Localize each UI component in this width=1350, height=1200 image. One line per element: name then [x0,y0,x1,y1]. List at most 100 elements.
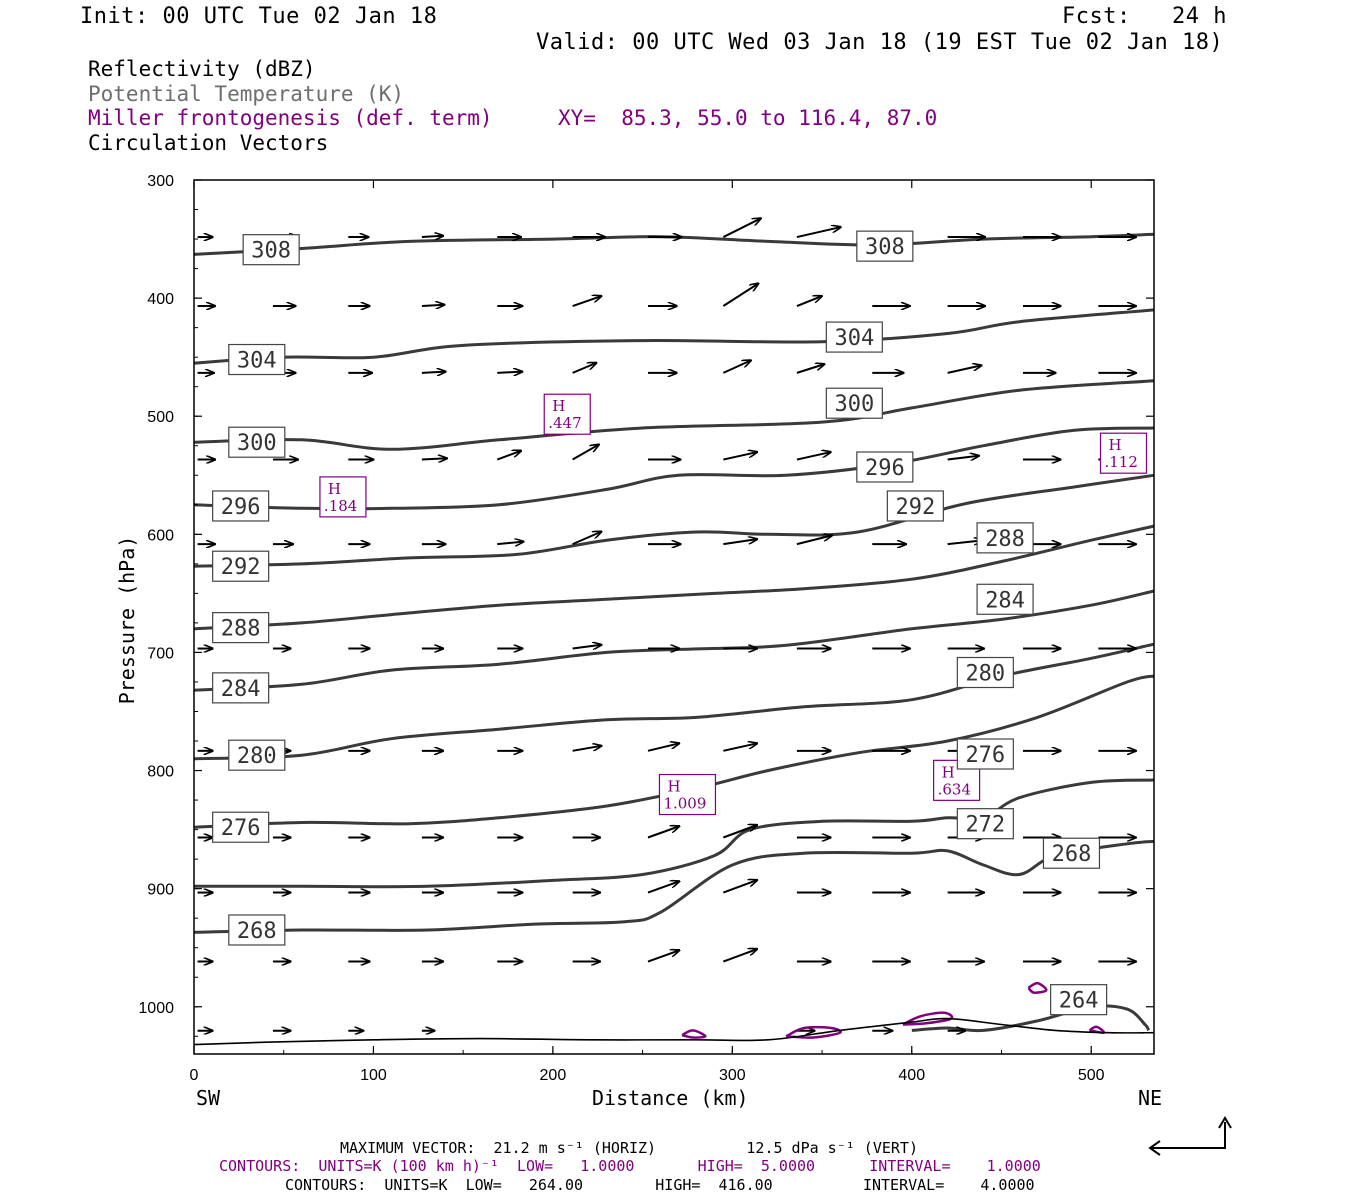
y-tick-label: 1000 [138,1000,174,1017]
contour-label-text: 264 [1059,989,1099,1014]
surface-terrain-line [193,1017,1155,1046]
circulation-vector [647,826,679,839]
x-tick-label: 300 [719,1067,746,1084]
frontogenesis-max-box [319,476,367,518]
frontogenesis-max-box [543,393,591,435]
contour-label: 304 [228,343,286,376]
contour-label-text: 284 [221,677,261,702]
contour-label: 292 [212,550,270,582]
circulation-vector [722,825,757,839]
circulation-vector [572,363,597,374]
circulation-vector [947,456,979,460]
circulation-vector [796,452,831,461]
circulation-vector [572,445,599,461]
contour-label-box [242,234,300,266]
x-tick-label: 100 [360,1067,387,1084]
contour-label-text: 296 [865,456,905,481]
contour-label-box [212,612,270,644]
frontogenesis-max-letter: H [1108,436,1121,454]
contour-label-box [228,739,286,771]
contour-label-box [976,583,1034,615]
contour-label-text: 308 [251,239,291,264]
circulation-vector [496,451,521,461]
contour-label-box [825,387,883,419]
x-axis-title: Distance (km) [592,1086,749,1110]
frontogenesis-max-letter: H [552,397,565,415]
init-time: Init: 00 UTC Tue 02 Jan 18 [80,4,438,29]
contour-label: 272 [956,808,1014,840]
theta-contour-300 [193,379,1155,451]
cross-section-coords: XY= 85.3, 55.0 to 116.4, 87.0 [558,106,938,130]
circulation-vector [572,296,602,307]
circulation-vector [722,360,751,374]
contour-label: 268 [228,914,286,946]
circulation-vector [572,532,602,546]
contour-label: 304 [825,321,883,353]
x-tick-label: 200 [540,1067,567,1084]
contour-label-text: 268 [237,919,277,944]
theta-contour-308 [193,232,1155,256]
contour-label-text: 308 [865,235,905,260]
legend-miller: Miller frontogenesis (def. term) [88,106,493,130]
contour-label: 288 [976,522,1034,554]
frontogenesis-max-label: H1.009 [658,773,717,816]
contour-label-box [228,343,286,376]
contour-label: 264 [1050,984,1108,1016]
circulation-vector [722,218,761,238]
contour-label-box [976,522,1034,554]
frontogenesis-contour [902,1011,954,1026]
theta-contour-284 [193,589,1155,692]
frontogenesis-contour [785,1025,842,1039]
contour-label-box [212,550,270,582]
contour-label: 280 [228,739,286,771]
contour-label: 296 [212,490,270,522]
contour-label-box [886,490,944,522]
contour-label: 308 [242,234,300,266]
contour-label-box [825,321,883,353]
contour-label-text: 304 [237,349,277,374]
contour-label: 296 [856,451,914,483]
contour-label-box [1042,837,1101,869]
circulation-vector [723,452,757,461]
frontogenesis-max-value: .634 [938,780,971,798]
contour-label: 276 [956,738,1014,770]
circulation-vector [947,365,982,374]
frontogenesis-max-letter: H [667,778,680,796]
contour-label-text: 292 [221,555,261,580]
contour-label-text: 300 [237,431,277,456]
sw-endpoint-label: SW [196,1086,221,1110]
contour-label-box [856,230,914,262]
frontogenesis-max-value: .184 [324,497,357,515]
contour-label-box [1050,984,1108,1016]
contour-label: 280 [956,656,1014,689]
circulation-vector [796,227,841,239]
orientation-arrow-icon [1148,1116,1232,1156]
forecast-hour: Fcst: 24 h [1062,4,1227,29]
contour-label-text: 276 [965,743,1005,768]
contour-label-text: 300 [834,392,874,417]
contour-label: 308 [856,230,914,262]
circulation-vector [421,372,446,373]
circulation-vector [723,743,757,752]
contour-label-box [956,808,1014,840]
circulation-vector [421,458,447,459]
x-tick-label: 500 [1078,1067,1105,1084]
frontogenesis-max-label: H.184 [319,476,367,518]
y-tick-label: 500 [147,409,174,426]
y-tick-label: 700 [147,645,174,662]
contour-label-text: 288 [985,527,1025,552]
y-tick-label: 800 [147,764,174,781]
circulation-vector [647,950,679,963]
contour-label-text: 268 [1052,842,1092,867]
contour-label-text: 272 [965,813,1005,838]
circulation-vector [572,645,602,649]
frontogenesis-max-label: H.112 [1099,432,1148,474]
contour-label-text: 288 [221,617,261,642]
theta-contour-268 [193,839,1155,934]
y-tick-label: 300 [147,173,174,190]
frontogenesis-contour [681,1029,707,1039]
contour-label-box [228,426,286,458]
ne-endpoint-label: NE [1138,1086,1163,1110]
circulation-vector [572,746,602,752]
contours-black-text: CONTOURS: UNITS=K LOW= 264.00 HIGH= 416.… [285,1176,1035,1194]
